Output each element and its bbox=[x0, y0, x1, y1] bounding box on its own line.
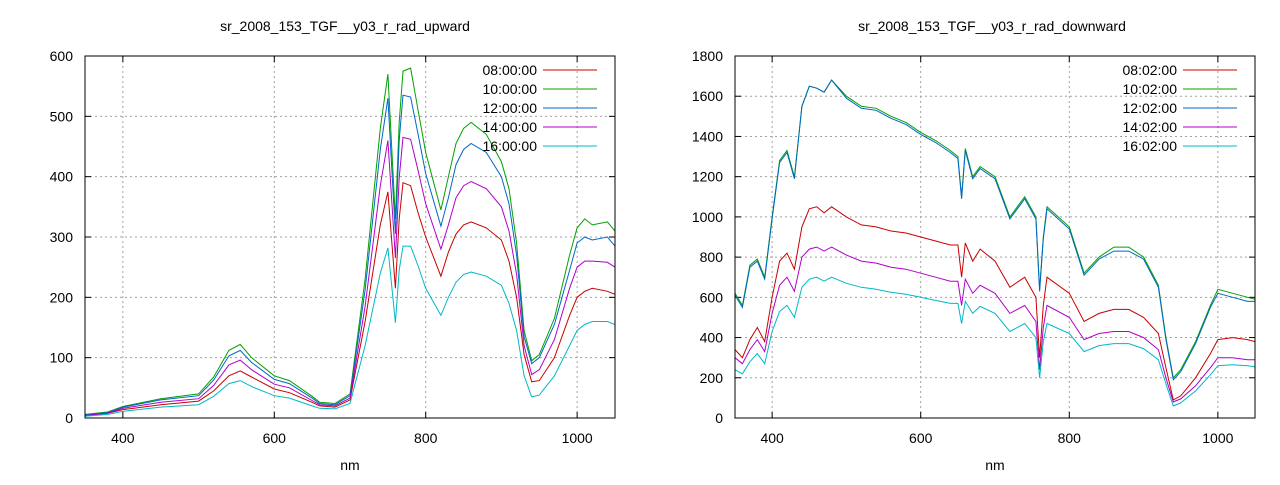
y-tick-label: 200 bbox=[700, 370, 724, 386]
x-axis-label: nm bbox=[340, 457, 359, 473]
legend-label: 10:00:00 bbox=[483, 81, 538, 97]
legend-label: 08:02:00 bbox=[1123, 62, 1178, 78]
chart-2: sr_2008_153_TGF__y03_r_rad_downward 400 60… bbox=[692, 18, 1256, 473]
series-line bbox=[85, 245, 615, 417]
y-tick-label: 1600 bbox=[692, 88, 723, 104]
y-tick-label: 600 bbox=[700, 289, 724, 305]
x-axis-label: nm bbox=[985, 457, 1004, 473]
series-line bbox=[735, 276, 1255, 407]
y-tick-label: 1400 bbox=[692, 128, 723, 144]
y-tick-label: 100 bbox=[50, 350, 74, 366]
y-tick-label: 1200 bbox=[692, 169, 723, 185]
y-tick-label: 0 bbox=[715, 410, 723, 426]
legend: 08:00:00 10:00:00 12:00:00 14:00:00 16:00:00 bbox=[483, 62, 597, 154]
series-line bbox=[735, 206, 1255, 401]
legend: 08:02:00 10:02:00 12:02:00 14:02:00 16:02:00 bbox=[1123, 62, 1237, 154]
x-tick-label: 800 bbox=[1058, 430, 1082, 446]
chart-title: sr_2008_153_TGF__y03_r_rad_upward bbox=[220, 18, 470, 34]
legend-label: 12:00:00 bbox=[483, 100, 538, 116]
x-tick-label: 800 bbox=[414, 430, 438, 446]
series-line bbox=[85, 181, 615, 417]
series-line bbox=[735, 79, 1255, 381]
legend-label: 10:02:00 bbox=[1123, 81, 1178, 97]
x-tick-label: 400 bbox=[111, 430, 135, 446]
y-tick-label: 300 bbox=[50, 229, 74, 245]
legend-label: 16:02:00 bbox=[1123, 138, 1178, 154]
x-tick-label: 600 bbox=[909, 430, 933, 446]
chart-title: sr_2008_153_TGF__y03_r_rad_downward bbox=[858, 18, 1126, 34]
y-tick-label: 1800 bbox=[692, 48, 723, 64]
y-tick-label: 600 bbox=[50, 48, 74, 64]
series-line bbox=[735, 246, 1255, 403]
y-tick-label: 800 bbox=[700, 249, 724, 265]
plot-frame bbox=[84, 55, 616, 419]
legend-label: 12:02:00 bbox=[1123, 100, 1178, 116]
y-tick-label: 400 bbox=[50, 169, 74, 185]
y-tick-label: 400 bbox=[700, 330, 724, 346]
x-tick-label: 400 bbox=[760, 430, 784, 446]
y-tick-label: 500 bbox=[50, 108, 74, 124]
series-line bbox=[85, 94, 615, 416]
legend-label: 14:00:00 bbox=[483, 119, 538, 135]
x-tick-label: 600 bbox=[263, 430, 287, 446]
legend-label: 16:00:00 bbox=[483, 138, 538, 154]
y-tick-label: 0 bbox=[65, 410, 73, 426]
series-line bbox=[85, 67, 615, 415]
chart-1: sr_2008_153_TGF__y03_r_rad_upward 400 600 8… bbox=[50, 18, 616, 473]
series-line bbox=[85, 136, 615, 417]
x-tick-label: 1000 bbox=[562, 430, 593, 446]
y-tick-label: 200 bbox=[50, 289, 74, 305]
legend-label: 14:02:00 bbox=[1123, 119, 1178, 135]
y-tick-label: 1000 bbox=[692, 209, 723, 225]
legend-label: 08:00:00 bbox=[483, 62, 538, 78]
plot-frame bbox=[734, 55, 1256, 419]
series-line bbox=[735, 79, 1255, 379]
x-tick-label: 1000 bbox=[1202, 430, 1233, 446]
